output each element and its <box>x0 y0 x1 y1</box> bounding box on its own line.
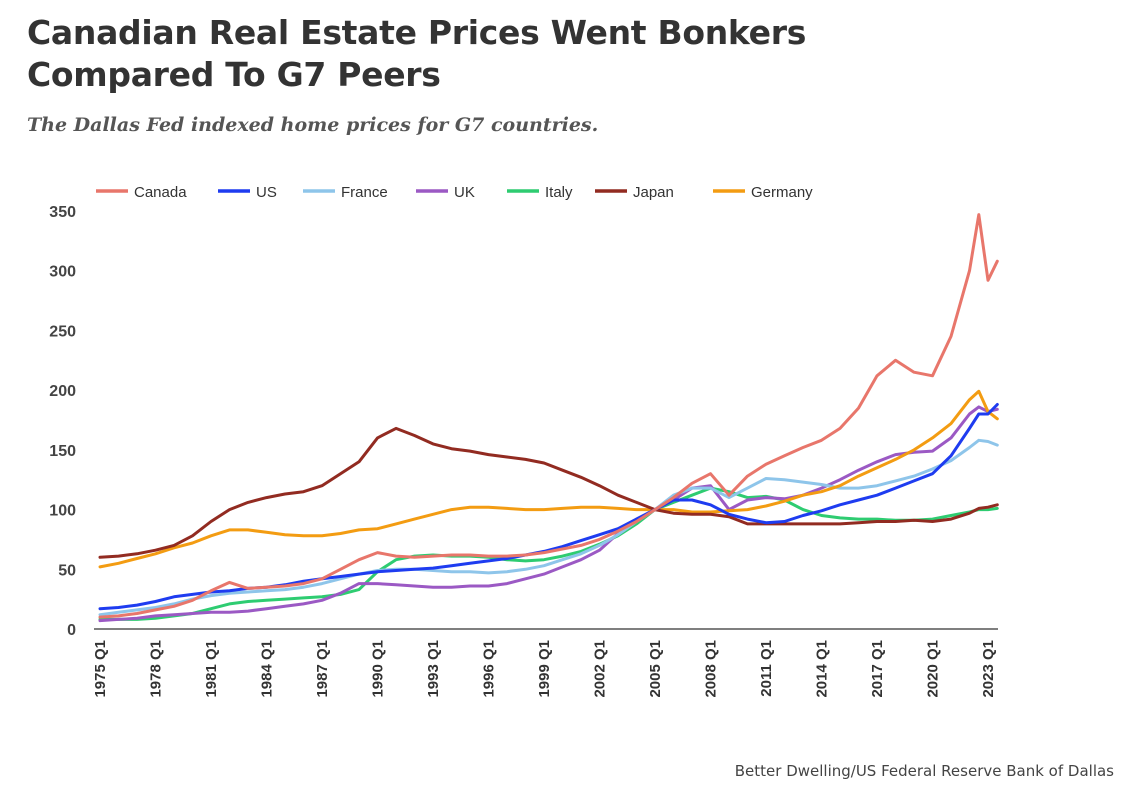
series-line-canada <box>98 213 999 619</box>
legend-label: Canada <box>134 184 187 201</box>
x-tick-label: 2020 Q1 <box>925 640 942 698</box>
y-axis-ticks: 0 50 100 150 200 250 300 350 <box>49 204 76 639</box>
y-tick-label: 200 <box>49 383 76 400</box>
chart-title: Canadian Real Estate Prices Went Bonkers… <box>27 12 806 96</box>
x-tick-label: 1987 Q1 <box>314 640 331 698</box>
x-tick-label: 1978 Q1 <box>148 640 165 698</box>
legend-label: Japan <box>633 184 674 201</box>
x-tick-label: 1984 Q1 <box>259 640 276 698</box>
legend-item-us[interactable]: US <box>218 184 277 201</box>
x-tick-label: 2014 Q1 <box>814 640 831 698</box>
chart-subtitle: The Dallas Fed indexed home prices for G… <box>27 114 599 136</box>
legend-item-italy[interactable]: Italy <box>507 184 573 201</box>
legend: Canada US France UK Italy Japan Germany <box>96 184 813 201</box>
x-tick-label: 1993 Q1 <box>425 640 442 698</box>
x-axis-ticks: 1975 Q1 1978 Q1 1981 Q1 1984 Q1 1987 Q1 1990 … <box>92 640 997 698</box>
y-tick-label: 0 <box>67 622 76 639</box>
series-line-italy <box>98 486 999 621</box>
legend-item-france[interactable]: France <box>303 184 388 201</box>
legend-label: Italy <box>545 184 573 201</box>
y-tick-label: 50 <box>58 562 76 579</box>
x-tick-label: 2002 Q1 <box>592 640 609 698</box>
legend-label: UK <box>454 184 475 201</box>
chart-title-line-2: Compared To G7 Peers <box>27 55 441 94</box>
series-lines <box>98 213 999 623</box>
series-line-france <box>98 438 999 617</box>
chart-title-line-1: Canadian Real Estate Prices Went Bonkers <box>27 13 807 52</box>
legend-item-germany[interactable]: Germany <box>713 184 813 201</box>
x-tick-label: 2017 Q1 <box>869 640 886 698</box>
x-tick-label: 1981 Q1 <box>203 640 220 698</box>
x-tick-label: 1996 Q1 <box>481 640 498 698</box>
x-tick-label: 1999 Q1 <box>536 640 553 698</box>
x-tick-label: 2008 Q1 <box>703 640 720 698</box>
series-line-germany <box>98 389 999 569</box>
series-line-japan <box>98 426 999 559</box>
legend-label: Germany <box>751 184 813 201</box>
series-line-uk <box>98 405 999 623</box>
y-tick-label: 300 <box>49 264 76 281</box>
x-tick-label: 2011 Q1 <box>758 640 775 697</box>
y-tick-label: 250 <box>49 323 76 340</box>
source-credit: Better Dwelling/US Federal Reserve Bank … <box>734 762 1114 780</box>
y-tick-label: 150 <box>49 443 76 460</box>
legend-label: France <box>341 184 388 201</box>
legend-item-canada[interactable]: Canada <box>96 184 187 201</box>
x-tick-label: 2023 Q1 <box>980 640 997 698</box>
x-tick-label: 1975 Q1 <box>92 640 109 698</box>
legend-item-japan[interactable]: Japan <box>595 184 674 201</box>
legend-label: US <box>256 184 277 201</box>
y-tick-label: 350 <box>49 204 76 221</box>
x-tick-label: 1990 Q1 <box>370 640 387 698</box>
legend-item-uk[interactable]: UK <box>416 184 475 201</box>
y-tick-label: 100 <box>49 503 76 520</box>
x-tick-label: 2005 Q1 <box>647 640 664 698</box>
